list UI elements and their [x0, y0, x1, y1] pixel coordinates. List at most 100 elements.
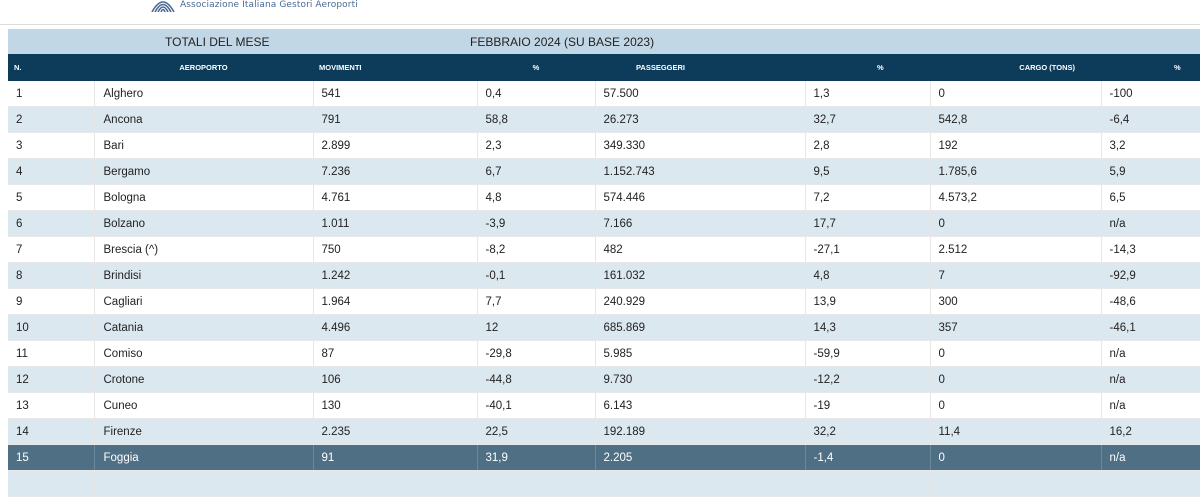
cell-cargo-pct: n/a [1101, 210, 1200, 237]
cell-movements-pct: 31,9 [477, 444, 596, 471]
cell-cargo: 2.512 [930, 236, 1102, 263]
cell-cargo-pct: 5,9 [1101, 158, 1200, 185]
table-row[interactable]: 1 Alghero 541 0,4 57.500 1,3 0 -100 [8, 81, 1200, 107]
cell-cargo-pct: 3,2 [1101, 132, 1200, 159]
cell-passengers: 26.273 [595, 106, 806, 133]
cell-airport [94, 470, 314, 497]
column-header-movements-pct[interactable]: % [477, 54, 595, 81]
cell-airport: Comiso [94, 340, 314, 367]
cell-cargo-pct: -92,9 [1101, 262, 1200, 289]
table-row[interactable]: 15 Foggia 91 31,9 2.205 -1,4 0 n/a [8, 444, 1200, 471]
cell-airport: Crotone [94, 366, 314, 393]
cell-passengers: 6.143 [595, 392, 806, 419]
cell-rank: 7 [8, 236, 95, 263]
column-header-passengers-pct[interactable]: % [805, 54, 930, 81]
logo[interactable]: Associazione Italiana Gestori Aeroporti [150, 0, 358, 12]
cell-rank: 11 [8, 340, 95, 367]
cell-cargo: 0 [930, 392, 1102, 419]
cell-movements-pct: 12 [477, 314, 596, 341]
cell-movements-pct: -8,2 [477, 236, 596, 263]
cell-cargo-pct: -100 [1101, 81, 1200, 107]
cell-airport: Brescia (^) [94, 236, 314, 263]
cell-passengers: 685.869 [595, 314, 806, 341]
table-row[interactable]: 8 Brindisi 1.242 -0,1 161.032 4,8 7 -92,9 [8, 262, 1200, 289]
column-header-passengers[interactable]: PASSEGGERI [595, 54, 805, 81]
cell-cargo-pct: -14,3 [1101, 236, 1200, 263]
cell-movements: 750 [313, 236, 478, 263]
logo-text: Associazione Italiana Gestori Aeroporti [180, 0, 358, 10]
cell-movements-pct: -29,8 [477, 340, 596, 367]
table-header-row: N. AEROPORTO MOVIMENTI % PASSEGGERI % CA… [8, 54, 1200, 81]
table-row[interactable]: 4 Bergamo 7.236 6,7 1.152.743 9,5 1.785,6 5,9 [8, 158, 1200, 185]
cell-airport: Bari [94, 132, 314, 159]
cell-movements [313, 470, 478, 497]
cell-passengers-pct [805, 470, 931, 497]
cell-passengers-pct: 9,5 [805, 158, 931, 185]
cell-passengers: 482 [595, 236, 806, 263]
table-row[interactable]: 14 Firenze 2.235 22,5 192.189 32,2 11,4 16,2 [8, 418, 1200, 445]
traffic-table-panel: TOTALI DEL MESE FEBBRAIO 2024 (SU BASE 2… [8, 29, 1200, 497]
cell-airport: Brindisi [94, 262, 314, 289]
table-row[interactable]: 5 Bologna 4.761 4,8 574.446 7,2 4.573,2 6,5 [8, 184, 1200, 211]
table-row[interactable]: 2 Ancona 791 58,8 26.273 32,7 542,8 -6,4 [8, 106, 1200, 133]
cell-movements-pct: -40,1 [477, 392, 596, 419]
cell-rank: 9 [8, 288, 95, 315]
table-title-row: TOTALI DEL MESE FEBBRAIO 2024 (SU BASE 2… [8, 29, 1200, 54]
cell-movements-pct: -3,9 [477, 210, 596, 237]
cell-movements: 1.964 [313, 288, 478, 315]
cell-rank: 2 [8, 106, 95, 133]
table-row[interactable]: 13 Cuneo 130 -40,1 6.143 -19 0 n/a [8, 392, 1200, 419]
cell-cargo-pct: n/a [1101, 366, 1200, 393]
cell-cargo: 192 [930, 132, 1102, 159]
cell-rank: 15 [8, 444, 95, 471]
cell-passengers: 192.189 [595, 418, 806, 445]
cell-cargo-pct: n/a [1101, 444, 1200, 471]
logo-arcs-icon [151, 1, 175, 12]
table-row[interactable]: 12 Crotone 106 -44,8 9.730 -12,2 0 n/a [8, 366, 1200, 393]
column-header-n[interactable]: N. [8, 54, 94, 81]
cell-movements: 1.242 [313, 262, 478, 289]
cell-rank: 8 [8, 262, 95, 289]
column-header-movements[interactable]: MOVIMENTI [313, 54, 477, 81]
table-row[interactable] [8, 470, 1200, 497]
cell-passengers-pct: 14,3 [805, 314, 931, 341]
cell-cargo: 1.785,6 [930, 158, 1102, 185]
table-row[interactable]: 7 Brescia (^) 750 -8,2 482 -27,1 2.512 -14,3 [8, 236, 1200, 263]
cell-movements: 541 [313, 81, 478, 107]
cell-cargo: 0 [930, 210, 1102, 237]
cell-movements-pct: 58,8 [477, 106, 596, 133]
cell-movements: 7.236 [313, 158, 478, 185]
cell-rank: 10 [8, 314, 95, 341]
table-row[interactable]: 3 Bari 2.899 2,3 349.330 2,8 192 3,2 [8, 132, 1200, 159]
cell-movements: 4.496 [313, 314, 478, 341]
cell-rank: 14 [8, 418, 95, 445]
cell-rank: 6 [8, 210, 95, 237]
cell-movements: 130 [313, 392, 478, 419]
cell-passengers-pct: 32,2 [805, 418, 931, 445]
cell-airport: Bologna [94, 184, 314, 211]
table-row[interactable]: 9 Cagliari 1.964 7,7 240.929 13,9 300 -48,6 [8, 288, 1200, 315]
table-row[interactable]: 6 Bolzano 1.011 -3,9 7.166 17,7 0 n/a [8, 210, 1200, 237]
column-header-airport[interactable]: AEROPORTO [94, 54, 313, 81]
cell-passengers [595, 470, 806, 497]
cell-passengers: 5.985 [595, 340, 806, 367]
cell-movements-pct [477, 470, 596, 497]
table-title-period: FEBBRAIO 2024 (SU BASE 2023) [470, 35, 655, 49]
table-row[interactable]: 10 Catania 4.496 12 685.869 14,3 357 -46,1 [8, 314, 1200, 341]
cell-cargo-pct: -6,4 [1101, 106, 1200, 133]
cell-cargo: 0 [930, 81, 1102, 107]
table-row[interactable]: 11 Comiso 87 -29,8 5.985 -59,9 0 n/a [8, 340, 1200, 367]
column-header-cargo[interactable]: CARGO (TONS) [930, 54, 1101, 81]
airport-traffic-table: N. AEROPORTO MOVIMENTI % PASSEGGERI % CA… [8, 54, 1200, 497]
cell-movements-pct: -0,1 [477, 262, 596, 289]
cell-airport: Catania [94, 314, 314, 341]
column-header-cargo-pct[interactable]: % [1101, 54, 1200, 81]
cell-movements-pct: 7,7 [477, 288, 596, 315]
table-title-left: TOTALI DEL MESE [165, 35, 270, 49]
cell-airport: Cuneo [94, 392, 314, 419]
cell-rank: 3 [8, 132, 95, 159]
cell-cargo-pct: 16,2 [1101, 418, 1200, 445]
cell-airport: Cagliari [94, 288, 314, 315]
cell-airport: Firenze [94, 418, 314, 445]
cell-passengers-pct: 17,7 [805, 210, 931, 237]
